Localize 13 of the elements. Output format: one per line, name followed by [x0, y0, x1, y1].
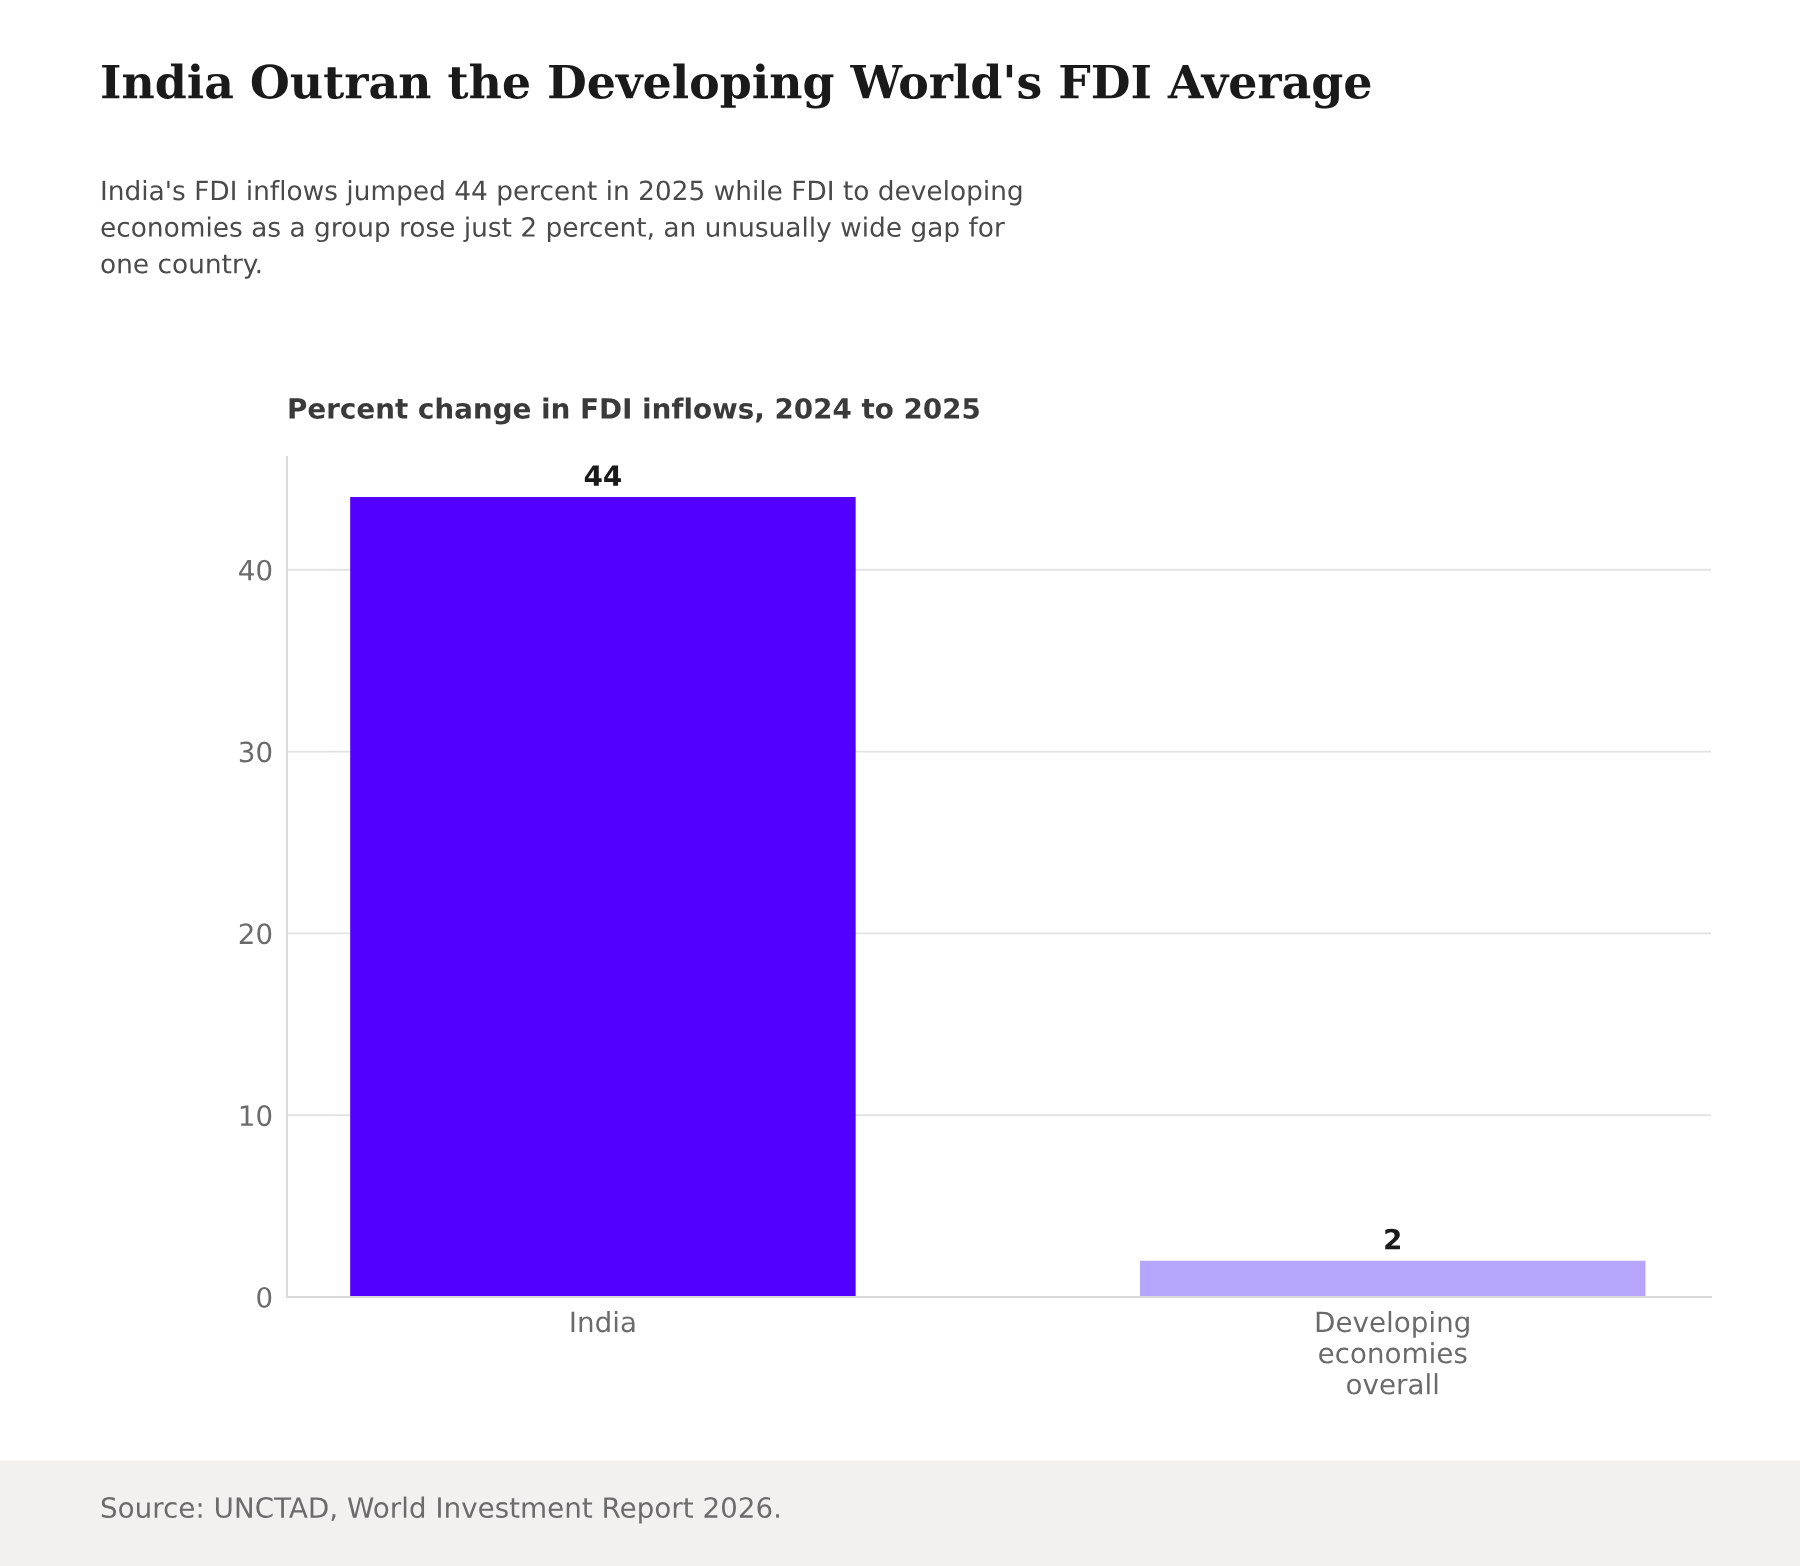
y-tick-label: 20 [239, 923, 272, 945]
x-tick-label: India [571, 1310, 635, 1333]
chart-subtitle: India's FDI inflows jumped 44 percent in 2025 while FDI to developing economies as a group rose just 2 percent, an unusually wide gap for one country. [101, 180, 1022, 279]
y-tick-label: 0 [257, 1286, 272, 1308]
y-tick-label: 10 [240, 1105, 272, 1127]
y-tick-label: 30 [239, 741, 272, 763]
chart-title: India Outran the Developing World's FDI Average [102, 63, 1371, 109]
y-tick-label: 40 [239, 559, 272, 581]
x-tick-label: Developing economies overall [1316, 1310, 1469, 1395]
data-label: 2 [1385, 1228, 1400, 1250]
y-axis-title: Percent change in FDI inflows, 2024 to 2025 [289, 397, 979, 425]
data-label: 44 [584, 465, 621, 486]
source-note: Source: UNCTAD, World Investment Report 2026. [101, 1496, 779, 1524]
